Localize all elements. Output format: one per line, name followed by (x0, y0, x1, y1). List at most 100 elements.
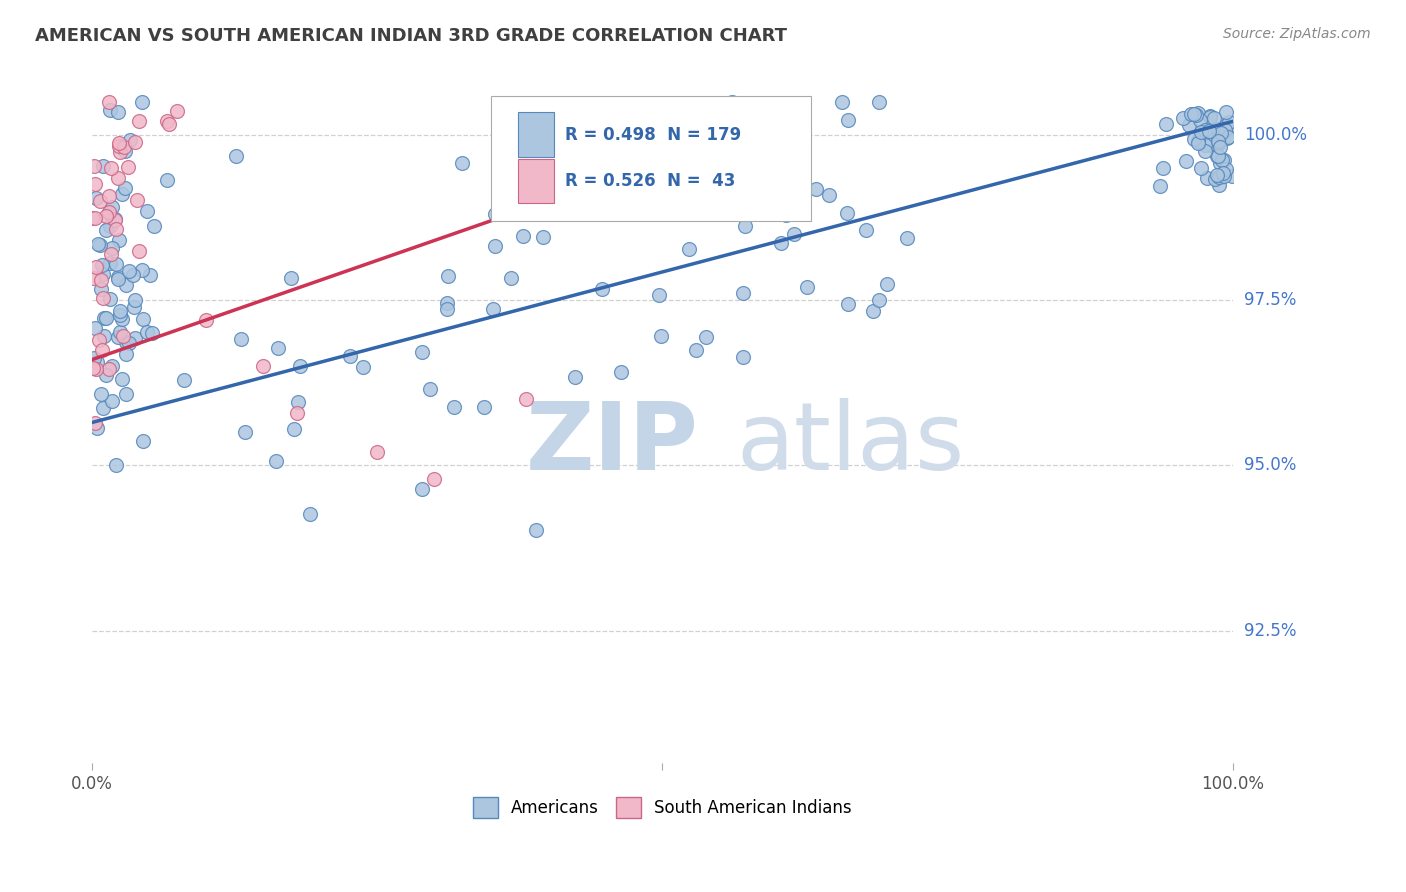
Point (515, 392, 537, 407)
Point (1216, 129, 1239, 144)
Point (1206, 137, 1229, 152)
Point (749, 184, 772, 198)
Point (91, 159, 114, 173)
Point (107, 139, 129, 153)
Point (120, 133, 142, 147)
Point (98, 219, 121, 234)
Point (104, 211, 127, 226)
Point (648, 288, 671, 302)
Point (1199, 138, 1222, 153)
Point (91, 259, 114, 273)
Point (280, 270, 302, 285)
Point (610, 365, 633, 379)
Text: AMERICAN VS SOUTH AMERICAN INDIAN 3RD GRADE CORRELATION CHART: AMERICAN VS SOUTH AMERICAN INDIAN 3RD GR… (35, 27, 787, 45)
Point (104, 212, 127, 227)
Point (783, 227, 806, 242)
Point (96, 310, 118, 325)
Point (1211, 153, 1233, 168)
Point (83, 351, 105, 365)
Point (233, 425, 256, 439)
Point (110, 308, 132, 322)
Point (1220, 169, 1243, 183)
Point (775, 208, 797, 222)
Point (1154, 117, 1177, 131)
Point (84, 191, 107, 205)
Point (564, 370, 586, 384)
Point (501, 270, 523, 285)
Point (90, 386, 112, 401)
Point (91, 267, 114, 281)
Point (1198, 110, 1220, 124)
Point (111, 186, 134, 201)
Point (111, 372, 134, 386)
Point (855, 223, 877, 237)
Point (1206, 130, 1229, 145)
Point (818, 188, 841, 202)
Point (472, 400, 495, 414)
Point (591, 282, 613, 296)
Point (97, 189, 120, 203)
Point (1206, 121, 1229, 136)
Point (1188, 113, 1211, 128)
Point (86, 421, 108, 435)
Point (98, 103, 121, 117)
Point (423, 472, 446, 486)
Text: 97.5%: 97.5% (1244, 291, 1296, 309)
Point (115, 387, 138, 401)
Point (121, 268, 143, 282)
Point (1208, 136, 1230, 150)
Point (107, 104, 129, 119)
Point (107, 136, 129, 151)
Point (84, 177, 107, 191)
Point (108, 325, 131, 339)
Point (835, 206, 858, 220)
Text: Source: ZipAtlas.com: Source: ZipAtlas.com (1223, 27, 1371, 41)
Point (287, 405, 309, 419)
Point (86, 260, 108, 274)
Point (287, 395, 309, 409)
Point (1180, 106, 1202, 120)
FancyBboxPatch shape (517, 112, 554, 157)
Point (1182, 107, 1205, 121)
Point (105, 221, 128, 235)
Point (98, 361, 121, 376)
Point (1211, 126, 1233, 140)
Point (136, 325, 159, 339)
Point (111, 311, 134, 326)
Point (108, 303, 131, 318)
FancyBboxPatch shape (517, 159, 554, 203)
Point (83, 159, 105, 173)
Point (806, 182, 828, 196)
Point (98, 256, 121, 270)
Point (231, 332, 253, 346)
Point (1194, 137, 1216, 152)
Point (107, 171, 129, 186)
Point (93, 329, 115, 343)
Point (267, 341, 290, 355)
Point (1197, 171, 1219, 186)
Point (1215, 118, 1237, 132)
Point (124, 331, 146, 345)
Point (156, 172, 179, 186)
Point (89, 194, 111, 208)
Point (1171, 111, 1194, 125)
Point (104, 257, 127, 271)
Point (831, 95, 853, 109)
Point (685, 343, 707, 357)
Point (107, 272, 129, 286)
Point (84, 321, 107, 335)
Point (90, 273, 112, 287)
Point (90, 343, 112, 358)
Point (734, 219, 756, 234)
Point (108, 233, 131, 247)
Point (128, 244, 150, 259)
Point (195, 313, 218, 327)
Point (1205, 149, 1227, 163)
Point (512, 228, 534, 243)
Point (86, 354, 108, 368)
Point (127, 193, 149, 207)
Point (104, 458, 127, 473)
Point (1152, 161, 1174, 175)
Point (1208, 149, 1230, 163)
Point (298, 507, 321, 521)
